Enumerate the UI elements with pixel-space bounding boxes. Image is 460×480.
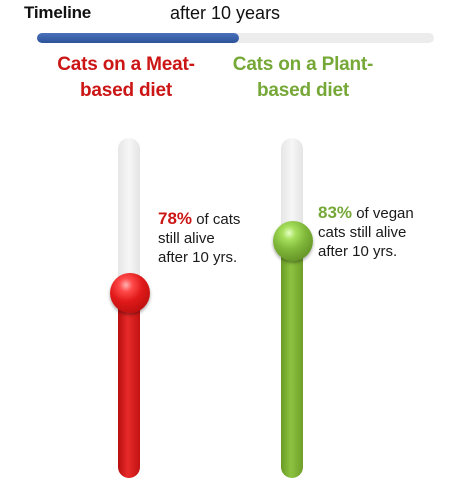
plant-survival-percent: 83% [318, 203, 353, 222]
meat-caption-line2: still alive [158, 230, 215, 247]
meat-diet-title-text: Cats on a Meat-based diet [57, 54, 195, 101]
plant-survival-thermometer [281, 138, 303, 478]
timeline-label: Timeline [24, 3, 92, 22]
timeline-progress-fill [37, 33, 239, 43]
plant-diet-title: Cats on a Plant-based diet [213, 52, 393, 104]
timeline-value: after 10 years [170, 3, 281, 23]
meat-survival-level [118, 292, 140, 478]
timeline-slider[interactable] [37, 33, 434, 43]
meat-survival-percent: 78% [158, 209, 193, 228]
meat-survival-stat: 78% of cats still alive after 10 yrs. [158, 209, 288, 267]
plant-caption-line3: after 10 yrs. [318, 243, 398, 260]
meat-survival-marker [110, 273, 150, 313]
plant-survival-stat: 83% of vegan cats still alive after 10 y… [318, 203, 458, 261]
plant-survival-marker [273, 221, 313, 261]
plant-diet-title-text: Cats on a Plant-based diet [232, 54, 374, 101]
plant-caption-line1: of vegan [352, 205, 414, 222]
plant-survival-level [281, 241, 303, 478]
meat-caption-line1: of cats [192, 211, 241, 228]
meat-diet-title: Cats on a Meat-based diet [36, 52, 216, 104]
plant-caption-line2: cats still alive [318, 224, 407, 241]
meat-caption-line3: after 10 yrs. [158, 249, 238, 266]
